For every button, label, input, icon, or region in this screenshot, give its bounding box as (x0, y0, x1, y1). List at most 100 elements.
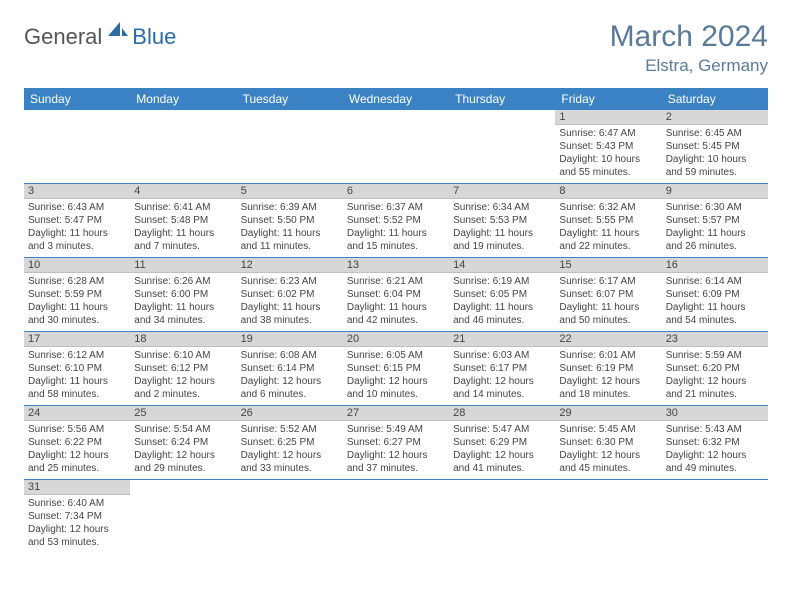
sunrise-line: Sunrise: 6:28 AM (28, 275, 126, 288)
day-details: Sunrise: 6:43 AMSunset: 5:47 PMDaylight:… (24, 199, 130, 257)
sunrise-line: Sunrise: 6:34 AM (453, 201, 551, 214)
calendar-day-cell: 21Sunrise: 6:03 AMSunset: 6:17 PMDayligh… (449, 332, 555, 406)
day-details: Sunrise: 6:05 AMSunset: 6:15 PMDaylight:… (343, 347, 449, 405)
day-details: Sunrise: 6:34 AMSunset: 5:53 PMDaylight:… (449, 199, 555, 257)
day-number: 26 (237, 406, 343, 421)
calendar-day-cell (130, 110, 236, 184)
day-details: Sunrise: 6:32 AMSunset: 5:55 PMDaylight:… (555, 199, 661, 257)
sunset-line: Sunset: 5:48 PM (134, 214, 232, 227)
sunset-line: Sunset: 5:43 PM (559, 140, 657, 153)
sunset-line: Sunset: 6:02 PM (241, 288, 339, 301)
sunrise-line: Sunrise: 5:43 AM (666, 423, 764, 436)
day-number: 28 (449, 406, 555, 421)
sunset-line: Sunset: 6:05 PM (453, 288, 551, 301)
day-details: Sunrise: 5:56 AMSunset: 6:22 PMDaylight:… (24, 421, 130, 479)
day-details: Sunrise: 6:41 AMSunset: 5:48 PMDaylight:… (130, 199, 236, 257)
sunrise-line: Sunrise: 6:39 AM (241, 201, 339, 214)
calendar-week-row: 3Sunrise: 6:43 AMSunset: 5:47 PMDaylight… (24, 184, 768, 258)
weekday-header: Sunday (24, 88, 130, 110)
calendar-day-cell: 1Sunrise: 6:47 AMSunset: 5:43 PMDaylight… (555, 110, 661, 184)
sunrise-line: Sunrise: 6:01 AM (559, 349, 657, 362)
calendar-day-cell: 12Sunrise: 6:23 AMSunset: 6:02 PMDayligh… (237, 258, 343, 332)
logo-text-general: General (24, 24, 102, 50)
weekday-header: Monday (130, 88, 236, 110)
weekday-header: Thursday (449, 88, 555, 110)
daylight-line: Daylight: 10 hours and 55 minutes. (559, 153, 657, 179)
day-number: 16 (662, 258, 768, 273)
day-number: 13 (343, 258, 449, 273)
sunset-line: Sunset: 5:57 PM (666, 214, 764, 227)
daylight-line: Daylight: 11 hours and 26 minutes. (666, 227, 764, 253)
day-number: 11 (130, 258, 236, 273)
day-number: 2 (662, 110, 768, 125)
daylight-line: Daylight: 11 hours and 34 minutes. (134, 301, 232, 327)
sunrise-line: Sunrise: 5:45 AM (559, 423, 657, 436)
calendar-day-cell (449, 110, 555, 184)
sunrise-line: Sunrise: 6:40 AM (28, 497, 126, 510)
day-number: 20 (343, 332, 449, 347)
calendar-day-cell: 31Sunrise: 6:40 AMSunset: 7:34 PMDayligh… (24, 480, 130, 554)
day-details: Sunrise: 6:19 AMSunset: 6:05 PMDaylight:… (449, 273, 555, 331)
sunrise-line: Sunrise: 6:23 AM (241, 275, 339, 288)
daylight-line: Daylight: 11 hours and 3 minutes. (28, 227, 126, 253)
calendar-day-cell: 8Sunrise: 6:32 AMSunset: 5:55 PMDaylight… (555, 184, 661, 258)
daylight-line: Daylight: 12 hours and 6 minutes. (241, 375, 339, 401)
daylight-line: Daylight: 11 hours and 30 minutes. (28, 301, 126, 327)
day-details: Sunrise: 6:23 AMSunset: 6:02 PMDaylight:… (237, 273, 343, 331)
sunrise-line: Sunrise: 6:10 AM (134, 349, 232, 362)
sunset-line: Sunset: 6:19 PM (559, 362, 657, 375)
day-number: 21 (449, 332, 555, 347)
sunrise-line: Sunrise: 6:43 AM (28, 201, 126, 214)
day-number: 10 (24, 258, 130, 273)
sunset-line: Sunset: 6:17 PM (453, 362, 551, 375)
sunset-line: Sunset: 6:00 PM (134, 288, 232, 301)
weekday-header: Wednesday (343, 88, 449, 110)
day-details: Sunrise: 6:03 AMSunset: 6:17 PMDaylight:… (449, 347, 555, 405)
day-number: 3 (24, 184, 130, 199)
empty-day (343, 110, 449, 126)
calendar-day-cell: 3Sunrise: 6:43 AMSunset: 5:47 PMDaylight… (24, 184, 130, 258)
sunrise-line: Sunrise: 6:41 AM (134, 201, 232, 214)
calendar-day-cell: 29Sunrise: 5:45 AMSunset: 6:30 PMDayligh… (555, 406, 661, 480)
calendar-day-cell: 27Sunrise: 5:49 AMSunset: 6:27 PMDayligh… (343, 406, 449, 480)
calendar-week-row: 31Sunrise: 6:40 AMSunset: 7:34 PMDayligh… (24, 480, 768, 554)
day-number: 9 (662, 184, 768, 199)
empty-day (130, 110, 236, 126)
sunset-line: Sunset: 6:30 PM (559, 436, 657, 449)
weekday-header: Friday (555, 88, 661, 110)
day-details: Sunrise: 6:26 AMSunset: 6:00 PMDaylight:… (130, 273, 236, 331)
day-details: Sunrise: 6:37 AMSunset: 5:52 PMDaylight:… (343, 199, 449, 257)
empty-day (449, 110, 555, 126)
calendar-day-cell: 10Sunrise: 6:28 AMSunset: 5:59 PMDayligh… (24, 258, 130, 332)
sunrise-line: Sunrise: 5:52 AM (241, 423, 339, 436)
sunset-line: Sunset: 6:20 PM (666, 362, 764, 375)
daylight-line: Daylight: 12 hours and 21 minutes. (666, 375, 764, 401)
calendar-day-cell (24, 110, 130, 184)
sunset-line: Sunset: 6:15 PM (347, 362, 445, 375)
day-number: 17 (24, 332, 130, 347)
daylight-line: Daylight: 12 hours and 2 minutes. (134, 375, 232, 401)
calendar-day-cell (237, 110, 343, 184)
calendar-day-cell: 6Sunrise: 6:37 AMSunset: 5:52 PMDaylight… (343, 184, 449, 258)
sunset-line: Sunset: 5:50 PM (241, 214, 339, 227)
sunrise-line: Sunrise: 6:21 AM (347, 275, 445, 288)
month-title: March 2024 (610, 20, 768, 54)
weekday-header-row: Sunday Monday Tuesday Wednesday Thursday… (24, 88, 768, 110)
calendar-day-cell: 26Sunrise: 5:52 AMSunset: 6:25 PMDayligh… (237, 406, 343, 480)
sunset-line: Sunset: 6:27 PM (347, 436, 445, 449)
day-details: Sunrise: 6:08 AMSunset: 6:14 PMDaylight:… (237, 347, 343, 405)
day-details: Sunrise: 6:01 AMSunset: 6:19 PMDaylight:… (555, 347, 661, 405)
daylight-line: Daylight: 12 hours and 29 minutes. (134, 449, 232, 475)
sunset-line: Sunset: 6:12 PM (134, 362, 232, 375)
day-details: Sunrise: 5:54 AMSunset: 6:24 PMDaylight:… (130, 421, 236, 479)
daylight-line: Daylight: 10 hours and 59 minutes. (666, 153, 764, 179)
day-details: Sunrise: 5:43 AMSunset: 6:32 PMDaylight:… (662, 421, 768, 479)
calendar-day-cell: 14Sunrise: 6:19 AMSunset: 6:05 PMDayligh… (449, 258, 555, 332)
day-number: 14 (449, 258, 555, 273)
daylight-line: Daylight: 11 hours and 46 minutes. (453, 301, 551, 327)
calendar-day-cell: 4Sunrise: 6:41 AMSunset: 5:48 PMDaylight… (130, 184, 236, 258)
sunrise-line: Sunrise: 5:49 AM (347, 423, 445, 436)
sunset-line: Sunset: 6:22 PM (28, 436, 126, 449)
sunrise-line: Sunrise: 6:08 AM (241, 349, 339, 362)
calendar-day-cell: 2Sunrise: 6:45 AMSunset: 5:45 PMDaylight… (662, 110, 768, 184)
